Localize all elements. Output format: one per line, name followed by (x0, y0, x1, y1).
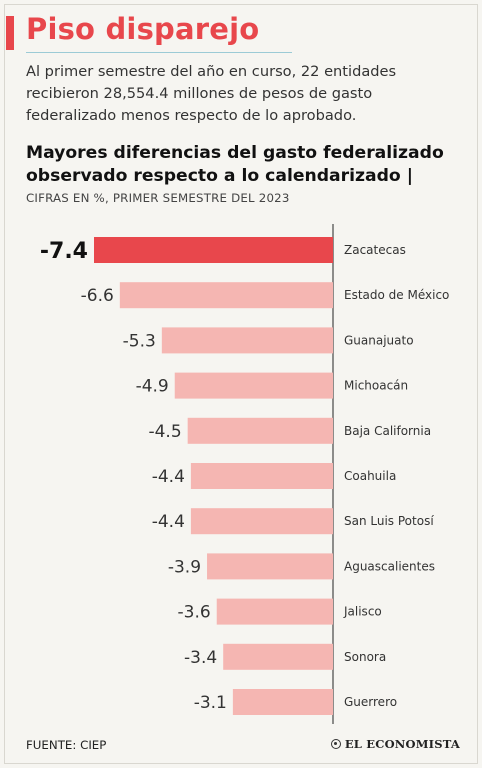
brand-mark-icon (330, 739, 341, 749)
brand-logo: EL ECONOMISTA (330, 737, 460, 751)
infographic-frame (4, 4, 478, 764)
brand-name: EL ECONOMISTA (344, 737, 460, 751)
page-title: Piso disparejo (26, 12, 260, 46)
source-note: FUENTE: CIEP (26, 738, 107, 752)
chart-title: Mayores diferencias del gasto federaliza… (26, 143, 444, 186)
title-accent-bar (6, 16, 14, 50)
chart-subtitle: CIFRAS EN %, PRIMER SEMESTRE DEL 2023 (26, 191, 290, 205)
title-rule (26, 52, 292, 53)
intro-text: Al primer semestre del año en curso, 22 … (26, 63, 397, 124)
